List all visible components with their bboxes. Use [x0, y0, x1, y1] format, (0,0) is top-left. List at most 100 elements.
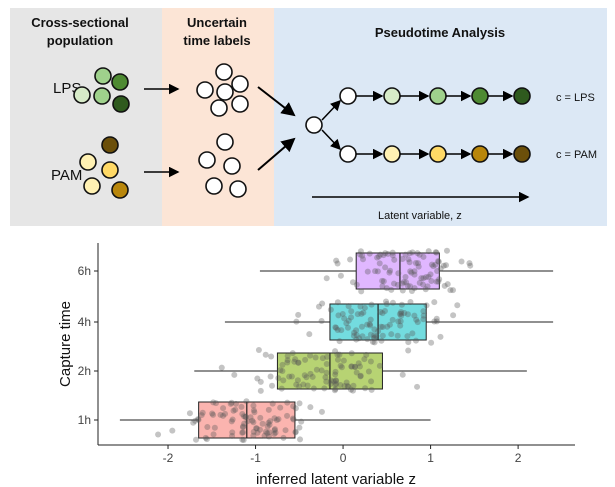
data-point-4h: [431, 318, 438, 325]
data-point-2h: [295, 359, 302, 366]
data-point-1h: [212, 400, 219, 407]
data-point-1h: [228, 418, 235, 425]
data-point-1h: [229, 429, 236, 436]
lps-trajectory-cell: [429, 87, 447, 105]
data-point-4h: [379, 332, 386, 339]
data-point-1h: [240, 436, 247, 443]
data-point-6h: [422, 274, 429, 281]
data-point-1h: [266, 429, 273, 436]
data-point-4h: [336, 338, 343, 345]
data-point-1h: [204, 424, 211, 431]
x-tick-label: -1: [250, 451, 261, 465]
data-point-2h: [376, 362, 383, 369]
data-point-6h: [435, 258, 442, 265]
data-point-2h: [323, 378, 330, 385]
data-point-1h: [259, 420, 266, 427]
data-point-2h: [337, 362, 344, 369]
data-point-2h: [351, 363, 358, 370]
data-point-1h: [202, 434, 209, 441]
data-point-4h: [341, 315, 348, 322]
data-point-6h: [382, 250, 389, 257]
data-point-4h: [388, 331, 395, 338]
data-point-6h: [428, 277, 435, 284]
data-point-4h: [367, 331, 374, 338]
data-point-4h: [414, 319, 421, 326]
data-point-2h: [349, 387, 356, 394]
lps-trajectory-cell: [471, 87, 489, 105]
data-point-2h: [301, 372, 308, 379]
data-point-1h: [272, 429, 279, 436]
data-point-1h: [318, 408, 325, 415]
arrow-into-pseudotime: [257, 137, 296, 171]
root-cell: [305, 116, 323, 134]
data-point-1h: [240, 423, 247, 430]
data-point-4h: [411, 312, 418, 319]
data-point-1h: [249, 417, 256, 424]
data-point-4h: [371, 335, 378, 342]
data-point-6h: [347, 256, 354, 263]
data-point-2h: [356, 363, 363, 370]
data-point-4h: [420, 316, 427, 323]
data-point-4h: [379, 310, 386, 317]
data-point-6h: [409, 249, 416, 256]
data-point-6h: [387, 267, 394, 274]
data-point-1h: [250, 419, 257, 426]
data-point-6h: [444, 281, 451, 288]
data-point-6h: [415, 263, 422, 270]
data-point-4h: [404, 333, 411, 340]
data-point-2h: [341, 382, 348, 389]
data-point-1h: [242, 414, 249, 421]
data-point-1h: [242, 413, 249, 420]
data-point-1h: [198, 412, 205, 419]
data-point-2h: [303, 374, 310, 381]
panel-pseudotime: [274, 8, 607, 226]
x-axis-label: inferred latent variable z: [256, 471, 416, 487]
data-point-4h: [353, 332, 360, 339]
data-point-2h: [269, 382, 276, 389]
data-point-2h: [334, 351, 341, 358]
data-point-4h: [371, 326, 378, 333]
data-point-6h: [399, 256, 406, 263]
data-point-6h: [375, 253, 382, 260]
chart-marks: -2 -1 0 1 2 1h 2h 4h 6h: [78, 243, 575, 465]
data-point-4h: [420, 312, 427, 319]
data-point-2h: [278, 385, 285, 392]
data-point-6h: [435, 258, 442, 265]
data-point-2h: [327, 380, 334, 387]
data-point-2h: [284, 353, 291, 360]
data-point-6h: [406, 250, 413, 257]
data-point-2h: [338, 364, 345, 371]
data-point-2h: [292, 356, 299, 363]
data-point-4h: [353, 327, 360, 334]
data-point-4h: [377, 309, 384, 316]
data-point-6h: [428, 261, 435, 268]
data-point-1h: [253, 425, 260, 432]
data-point-6h: [372, 268, 379, 275]
data-point-2h: [361, 356, 368, 363]
data-point-4h: [373, 333, 380, 340]
data-point-6h: [389, 249, 396, 256]
data-point-1h: [265, 406, 272, 413]
data-point-1h: [275, 416, 282, 423]
data-point-6h: [432, 261, 439, 268]
data-point-4h: [345, 303, 352, 310]
data-point-6h: [376, 260, 383, 267]
data-point-1h: [220, 405, 227, 412]
data-point-2h: [284, 359, 291, 366]
data-point-4h: [339, 310, 346, 317]
data-point-6h: [449, 287, 456, 294]
data-point-2h: [307, 370, 314, 377]
data-point-4h: [384, 323, 391, 330]
data-point-1h: [220, 412, 227, 419]
data-point-6h: [357, 248, 364, 255]
data-point-4h: [454, 302, 461, 309]
data-point-1h: [210, 411, 217, 418]
data-point-4h: [338, 327, 345, 334]
data-point-1h: [297, 436, 304, 443]
data-point-2h: [279, 368, 286, 375]
data-point-1h: [155, 431, 162, 438]
data-point-2h: [324, 353, 331, 360]
data-point-1h: [271, 430, 278, 437]
data-point-2h: [353, 369, 360, 376]
